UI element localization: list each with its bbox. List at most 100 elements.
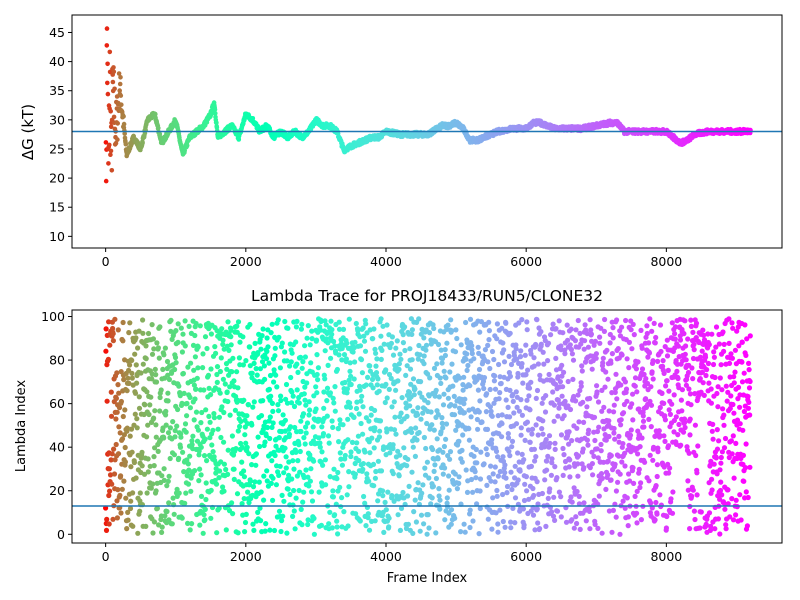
lambda-point — [626, 339, 633, 345]
lambda-point — [434, 436, 440, 442]
lambda-point — [172, 434, 178, 440]
lambda-point — [445, 395, 451, 401]
lambda-point — [255, 434, 261, 440]
lambda-point — [568, 326, 574, 332]
lambda-point — [585, 344, 592, 350]
lambda-point — [332, 343, 338, 349]
lambda-point — [576, 419, 582, 425]
lambda-point — [241, 468, 247, 474]
lambda-point — [296, 442, 302, 448]
lambda-point — [517, 468, 523, 474]
lambda-point — [662, 438, 668, 444]
lambda-point — [619, 324, 625, 330]
lambda-point — [515, 477, 521, 483]
lambda-point — [448, 317, 454, 323]
delta-g-point — [103, 178, 109, 184]
lambda-point — [456, 480, 462, 486]
lambda-point — [339, 462, 345, 468]
lambda-point — [566, 464, 572, 470]
lambda-point — [398, 410, 404, 416]
lambda-point — [389, 404, 395, 410]
lambda-point — [524, 319, 530, 325]
lambda-point — [523, 342, 529, 348]
delta-g-point — [236, 137, 242, 142]
lambda-point — [235, 385, 241, 391]
lambda-point — [577, 526, 583, 533]
lambda-point — [519, 451, 525, 457]
lambda-point — [143, 523, 149, 530]
lambda-point — [188, 488, 194, 494]
lambda-point — [630, 465, 636, 471]
lambda-point — [649, 328, 655, 334]
lambda-point — [353, 405, 360, 412]
lambda-point — [612, 436, 618, 442]
lambda-point — [165, 430, 172, 436]
lambda-point — [553, 381, 559, 387]
lambda-point — [553, 326, 559, 332]
lambda-point — [300, 499, 306, 505]
lambda-point — [237, 423, 243, 430]
lambda-point — [174, 423, 180, 429]
lambda-point — [433, 475, 439, 482]
lambda-point — [640, 418, 647, 424]
lambda-point — [148, 394, 154, 400]
lambda-point — [626, 365, 632, 371]
lambda-point — [485, 342, 491, 348]
lambda-point — [180, 331, 186, 337]
lambda-point — [348, 373, 354, 379]
lambda-point — [176, 455, 182, 461]
lambda-point — [195, 365, 201, 371]
lambda-point — [481, 375, 488, 381]
lambda-point — [203, 407, 209, 413]
lambda-point — [463, 356, 469, 362]
lambda-point — [282, 445, 288, 451]
lambda-point — [602, 384, 608, 390]
lambda-point — [496, 361, 502, 368]
lambda-point — [642, 459, 648, 465]
lambda-point — [649, 369, 655, 375]
lambda-point — [614, 317, 620, 323]
lambda-point — [628, 449, 634, 455]
lambda-point — [172, 366, 178, 373]
lambda-point — [495, 413, 501, 419]
lambda-point — [257, 366, 263, 372]
lambda-point — [162, 345, 168, 351]
lambda-point — [249, 422, 255, 428]
lambda-point — [424, 531, 430, 537]
lambda-point — [386, 524, 392, 530]
lambda-point — [477, 329, 483, 335]
lambda-point — [476, 350, 482, 356]
lambda-point — [626, 471, 632, 477]
lambda-point — [431, 468, 437, 474]
lambda-point — [556, 405, 562, 411]
lambda-point — [652, 517, 658, 523]
lambda-point — [491, 378, 497, 384]
lambda-point — [469, 343, 475, 349]
lambda-point — [365, 374, 371, 380]
lambda-point — [136, 328, 142, 334]
lambda-point — [176, 490, 182, 496]
lambda-point — [494, 321, 500, 327]
lambda-point — [305, 474, 311, 480]
lambda-point — [580, 399, 586, 405]
lambda-point — [648, 384, 654, 390]
lambda-point — [445, 322, 451, 328]
lambda-point — [314, 371, 320, 378]
lambda-point — [488, 463, 494, 469]
lambda-point — [337, 417, 343, 423]
lambda-point — [548, 332, 554, 338]
lambda-point — [486, 319, 492, 325]
lambda-point — [361, 333, 367, 339]
lambda-point — [113, 395, 119, 401]
lambda-point — [122, 407, 128, 413]
lambda-point — [652, 340, 658, 346]
lambda-point — [510, 398, 516, 404]
lambda-point — [637, 484, 643, 491]
lambda-point — [442, 465, 448, 471]
lambda-point — [512, 495, 519, 501]
lambda-point — [272, 452, 278, 459]
lambda-point — [368, 412, 374, 418]
lambda-point — [164, 358, 171, 365]
lambda-point — [118, 473, 124, 479]
lambda-point — [362, 500, 368, 506]
